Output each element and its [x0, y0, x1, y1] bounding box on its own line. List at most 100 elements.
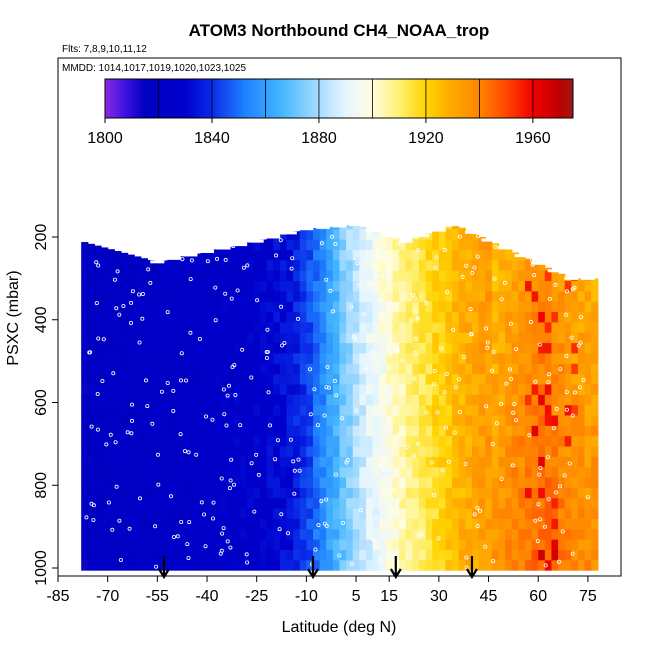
- heatmap-cell: [101, 487, 109, 499]
- heatmap-cell: [319, 383, 327, 395]
- heatmap-cell: [140, 404, 149, 416]
- heatmap-cell: [299, 280, 307, 292]
- heatmap-cell: [385, 373, 394, 385]
- heatmap-cell: [518, 539, 526, 550]
- sample-point: [153, 524, 158, 529]
- heatmap-cell: [240, 466, 248, 478]
- heatmap-cell: [564, 528, 572, 540]
- heatmap-cell: [471, 383, 480, 395]
- heatmap-cell: [233, 290, 241, 302]
- heatmap-cell: [293, 435, 301, 447]
- heatmap-cell: [531, 539, 539, 550]
- heatmap-cell: [200, 487, 208, 499]
- heatmap-cell: [226, 487, 235, 499]
- heatmap-cell: [81, 559, 89, 571]
- heatmap-cell: [101, 456, 109, 468]
- heatmap-cell: [485, 373, 493, 385]
- sample-point: [256, 472, 261, 477]
- heatmap-cell: [140, 528, 149, 540]
- sample-point: [285, 531, 290, 536]
- heatmap-cell: [471, 270, 480, 282]
- sample-point: [412, 309, 417, 314]
- heatmap-cell: [127, 342, 135, 354]
- heatmap-cell: [471, 539, 480, 550]
- sample-point: [171, 408, 176, 413]
- heatmap-cell: [226, 549, 235, 561]
- heatmap-cell: [485, 249, 493, 261]
- heatmap-cell: [432, 231, 440, 240]
- heatmap-cell: [233, 518, 241, 530]
- sample-point: [504, 381, 509, 386]
- heatmap-cell: [173, 425, 182, 437]
- heatmap-cell: [134, 270, 142, 282]
- colorbar-segment: [283, 79, 286, 118]
- heatmap-cell: [432, 497, 440, 509]
- heatmap-cell: [339, 559, 347, 571]
- heatmap-cell: [491, 528, 500, 540]
- heatmap-cell: [365, 476, 374, 488]
- heatmap-cell: [94, 301, 102, 313]
- colorbar-segment: [427, 79, 430, 118]
- heatmap-cell: [313, 425, 321, 437]
- heatmap-cell: [352, 445, 360, 457]
- heatmap-cell: [107, 321, 115, 333]
- heatmap-cell: [405, 539, 413, 550]
- heatmap-cell: [220, 435, 228, 447]
- heatmap-cell: [425, 487, 433, 499]
- heatmap-cell: [160, 404, 168, 416]
- heatmap-cell: [187, 394, 195, 406]
- heatmap-cell: [385, 456, 394, 468]
- heatmap-cell: [319, 228, 327, 240]
- heatmap-cell: [273, 414, 281, 426]
- sample-point: [578, 340, 583, 345]
- sample-point: [509, 376, 514, 381]
- heatmap-cell: [226, 425, 235, 437]
- x-tick-label: -40: [195, 588, 218, 605]
- heatmap-cell: [432, 301, 440, 313]
- heatmap-cell: [591, 559, 599, 571]
- heatmap-cell: [385, 518, 394, 530]
- heatmap-cell: [339, 435, 347, 447]
- heatmap-cell: [485, 259, 493, 271]
- heatmap-cell: [233, 383, 241, 395]
- heatmap-cell: [266, 373, 274, 385]
- heatmap-cell: [471, 456, 480, 468]
- heatmap-cell: [134, 528, 142, 540]
- heatmap-cell: [120, 445, 129, 457]
- heatmap-cell: [544, 332, 553, 344]
- heatmap-cell: [511, 539, 519, 550]
- heatmap-cell: [253, 404, 261, 416]
- heatmap-cell: [200, 414, 208, 426]
- heatmap-cell: [213, 373, 221, 385]
- heatmap-cell: [306, 311, 314, 323]
- heatmap-cell: [226, 383, 235, 395]
- heatmap-cell: [465, 404, 473, 416]
- sample-point: [581, 377, 586, 382]
- heatmap-cell: [551, 352, 559, 364]
- colorbar-segment: [251, 79, 254, 118]
- heatmap-cell: [478, 518, 486, 530]
- sample-point: [424, 300, 429, 305]
- heatmap-cell: [154, 394, 162, 406]
- heatmap-cell: [313, 404, 321, 416]
- heatmap-cell: [524, 487, 533, 499]
- heatmap-cell: [127, 280, 135, 292]
- sample-point: [295, 316, 300, 321]
- heatmap-cell: [418, 435, 427, 447]
- heatmap-cell: [213, 249, 221, 261]
- heatmap-cell: [399, 290, 407, 302]
- heatmap-cell: [299, 435, 307, 447]
- heatmap-cell: [485, 394, 493, 406]
- heatmap-cell: [405, 342, 413, 354]
- heatmap-cell: [399, 321, 407, 333]
- colorbar-segment: [381, 79, 384, 118]
- colorbar-segment: [519, 79, 522, 118]
- sample-point: [114, 306, 119, 311]
- heatmap-cell: [551, 332, 559, 344]
- heatmap-cell: [120, 487, 129, 499]
- heatmap-cell: [120, 342, 129, 354]
- heatmap-cell: [193, 311, 201, 323]
- heatmap-cell: [127, 404, 135, 416]
- heatmap-cell: [478, 394, 486, 406]
- heatmap-cell: [246, 342, 254, 354]
